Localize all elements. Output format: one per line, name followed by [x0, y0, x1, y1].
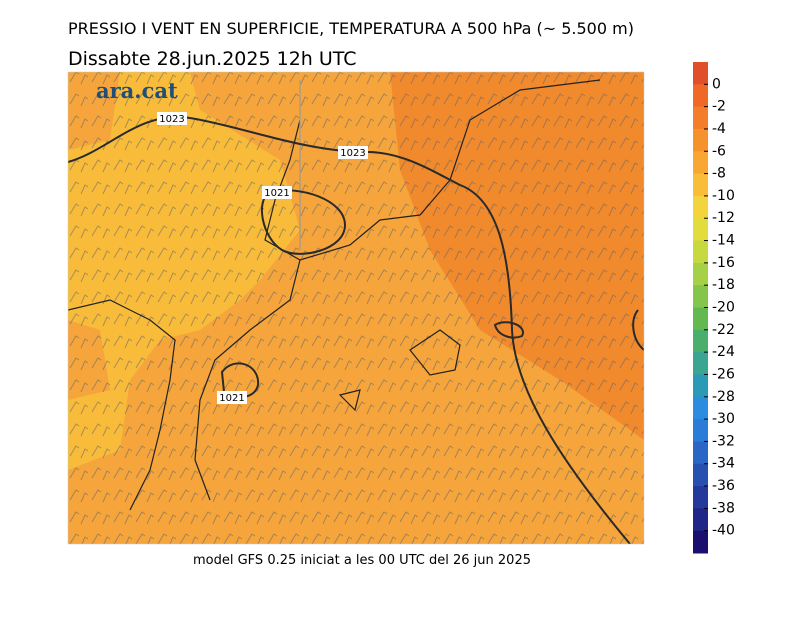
colorbar-tick-label: -18: [712, 277, 735, 293]
isobar-label-box: [338, 146, 368, 159]
title: PRESSIO I VENT EN SUPERFICIE, TEMPERATUR…: [68, 19, 634, 38]
colorbar-band: [693, 419, 708, 442]
colorbar-tick-label: -40: [712, 523, 735, 539]
colorbar-band: [693, 374, 708, 398]
isobar: [261, 189, 347, 255]
colorbar-tick-label: -14: [712, 233, 735, 249]
colorbar-tick-label: -16: [712, 255, 735, 271]
wind-barbs: [68, 72, 644, 544]
colorbar-band: [693, 84, 708, 108]
footer: model GFS 0.25 iniciat a les 00 UTC del …: [193, 553, 531, 568]
colorbar-band: [693, 62, 708, 85]
colorbar-band: [693, 329, 708, 353]
colorbar-tick-label: -30: [712, 411, 735, 427]
map: 1023 1023 1021 1021 ara.cat: [68, 72, 644, 544]
colorbar-band: [693, 441, 708, 465]
colorbar-band: [693, 173, 708, 197]
colorbar-tick-label: -24: [712, 344, 735, 360]
colorbar-tick-label: -20: [712, 300, 735, 316]
isobar-label: 1021: [264, 188, 289, 199]
colorbar-band: [693, 151, 708, 175]
colorbar-tick-label: -38: [712, 500, 735, 516]
colorbar-tick-label: -12: [712, 210, 735, 226]
colorbar-tick-label: -10: [712, 188, 735, 204]
island: [409, 329, 461, 376]
isobar-label: 1023: [159, 114, 184, 125]
isobar-label-box: [262, 186, 292, 199]
colorbar-band: [693, 262, 708, 286]
border: [68, 299, 176, 511]
colorbar-tick-label: -28: [712, 389, 735, 405]
isobar: [632, 309, 644, 351]
colorbar-band: [693, 218, 708, 242]
isobar-label: 1021: [219, 393, 244, 404]
colorbar-band: [693, 486, 708, 509]
date: Dissabte 28.jun.2025 12h UTC: [68, 48, 357, 70]
colorbar-band: [693, 307, 708, 331]
isobar-label-box: [217, 391, 247, 404]
logo: ara.cat: [96, 78, 178, 103]
colorbar-band: [693, 508, 708, 532]
colorbar-band: [693, 195, 708, 219]
colorbar-band: [693, 352, 708, 375]
colorbar-tick-label: -22: [712, 322, 735, 338]
map-frame: [67, 71, 645, 545]
isobar: [493, 321, 524, 339]
colorbar-tick-label: 0: [712, 76, 721, 92]
colorbar-tick-label: -34: [712, 456, 735, 472]
colorbar-band: [693, 106, 708, 130]
colorbar-band: [693, 285, 708, 308]
colorbar-band: [693, 396, 708, 420]
colorbar-tick-label: -8: [712, 166, 726, 182]
colorbar-band: [693, 240, 708, 264]
coastline: [194, 259, 301, 501]
colorbar-tick-label: -26: [712, 366, 735, 382]
colorbar-tick-label: -2: [712, 99, 726, 115]
isobar-label-box: [157, 112, 187, 125]
colorbar-band: [693, 128, 708, 152]
colorbar-tick-label: -32: [712, 433, 735, 449]
isobar-label: 1023: [340, 148, 365, 159]
colorbar-tick-label: -4: [712, 121, 726, 137]
island: [338, 389, 361, 412]
colorbar-tick-label: -6: [712, 143, 726, 159]
colorbar: 0 -2 -4 -6 -8 -10 -12 -14 -16 -18 -20 -22 -24 -26 -28 -…: [693, 62, 735, 554]
colorbar-band: [693, 463, 708, 487]
colorbar-tick-label: -36: [712, 478, 735, 494]
colorbar-band: [693, 530, 708, 554]
